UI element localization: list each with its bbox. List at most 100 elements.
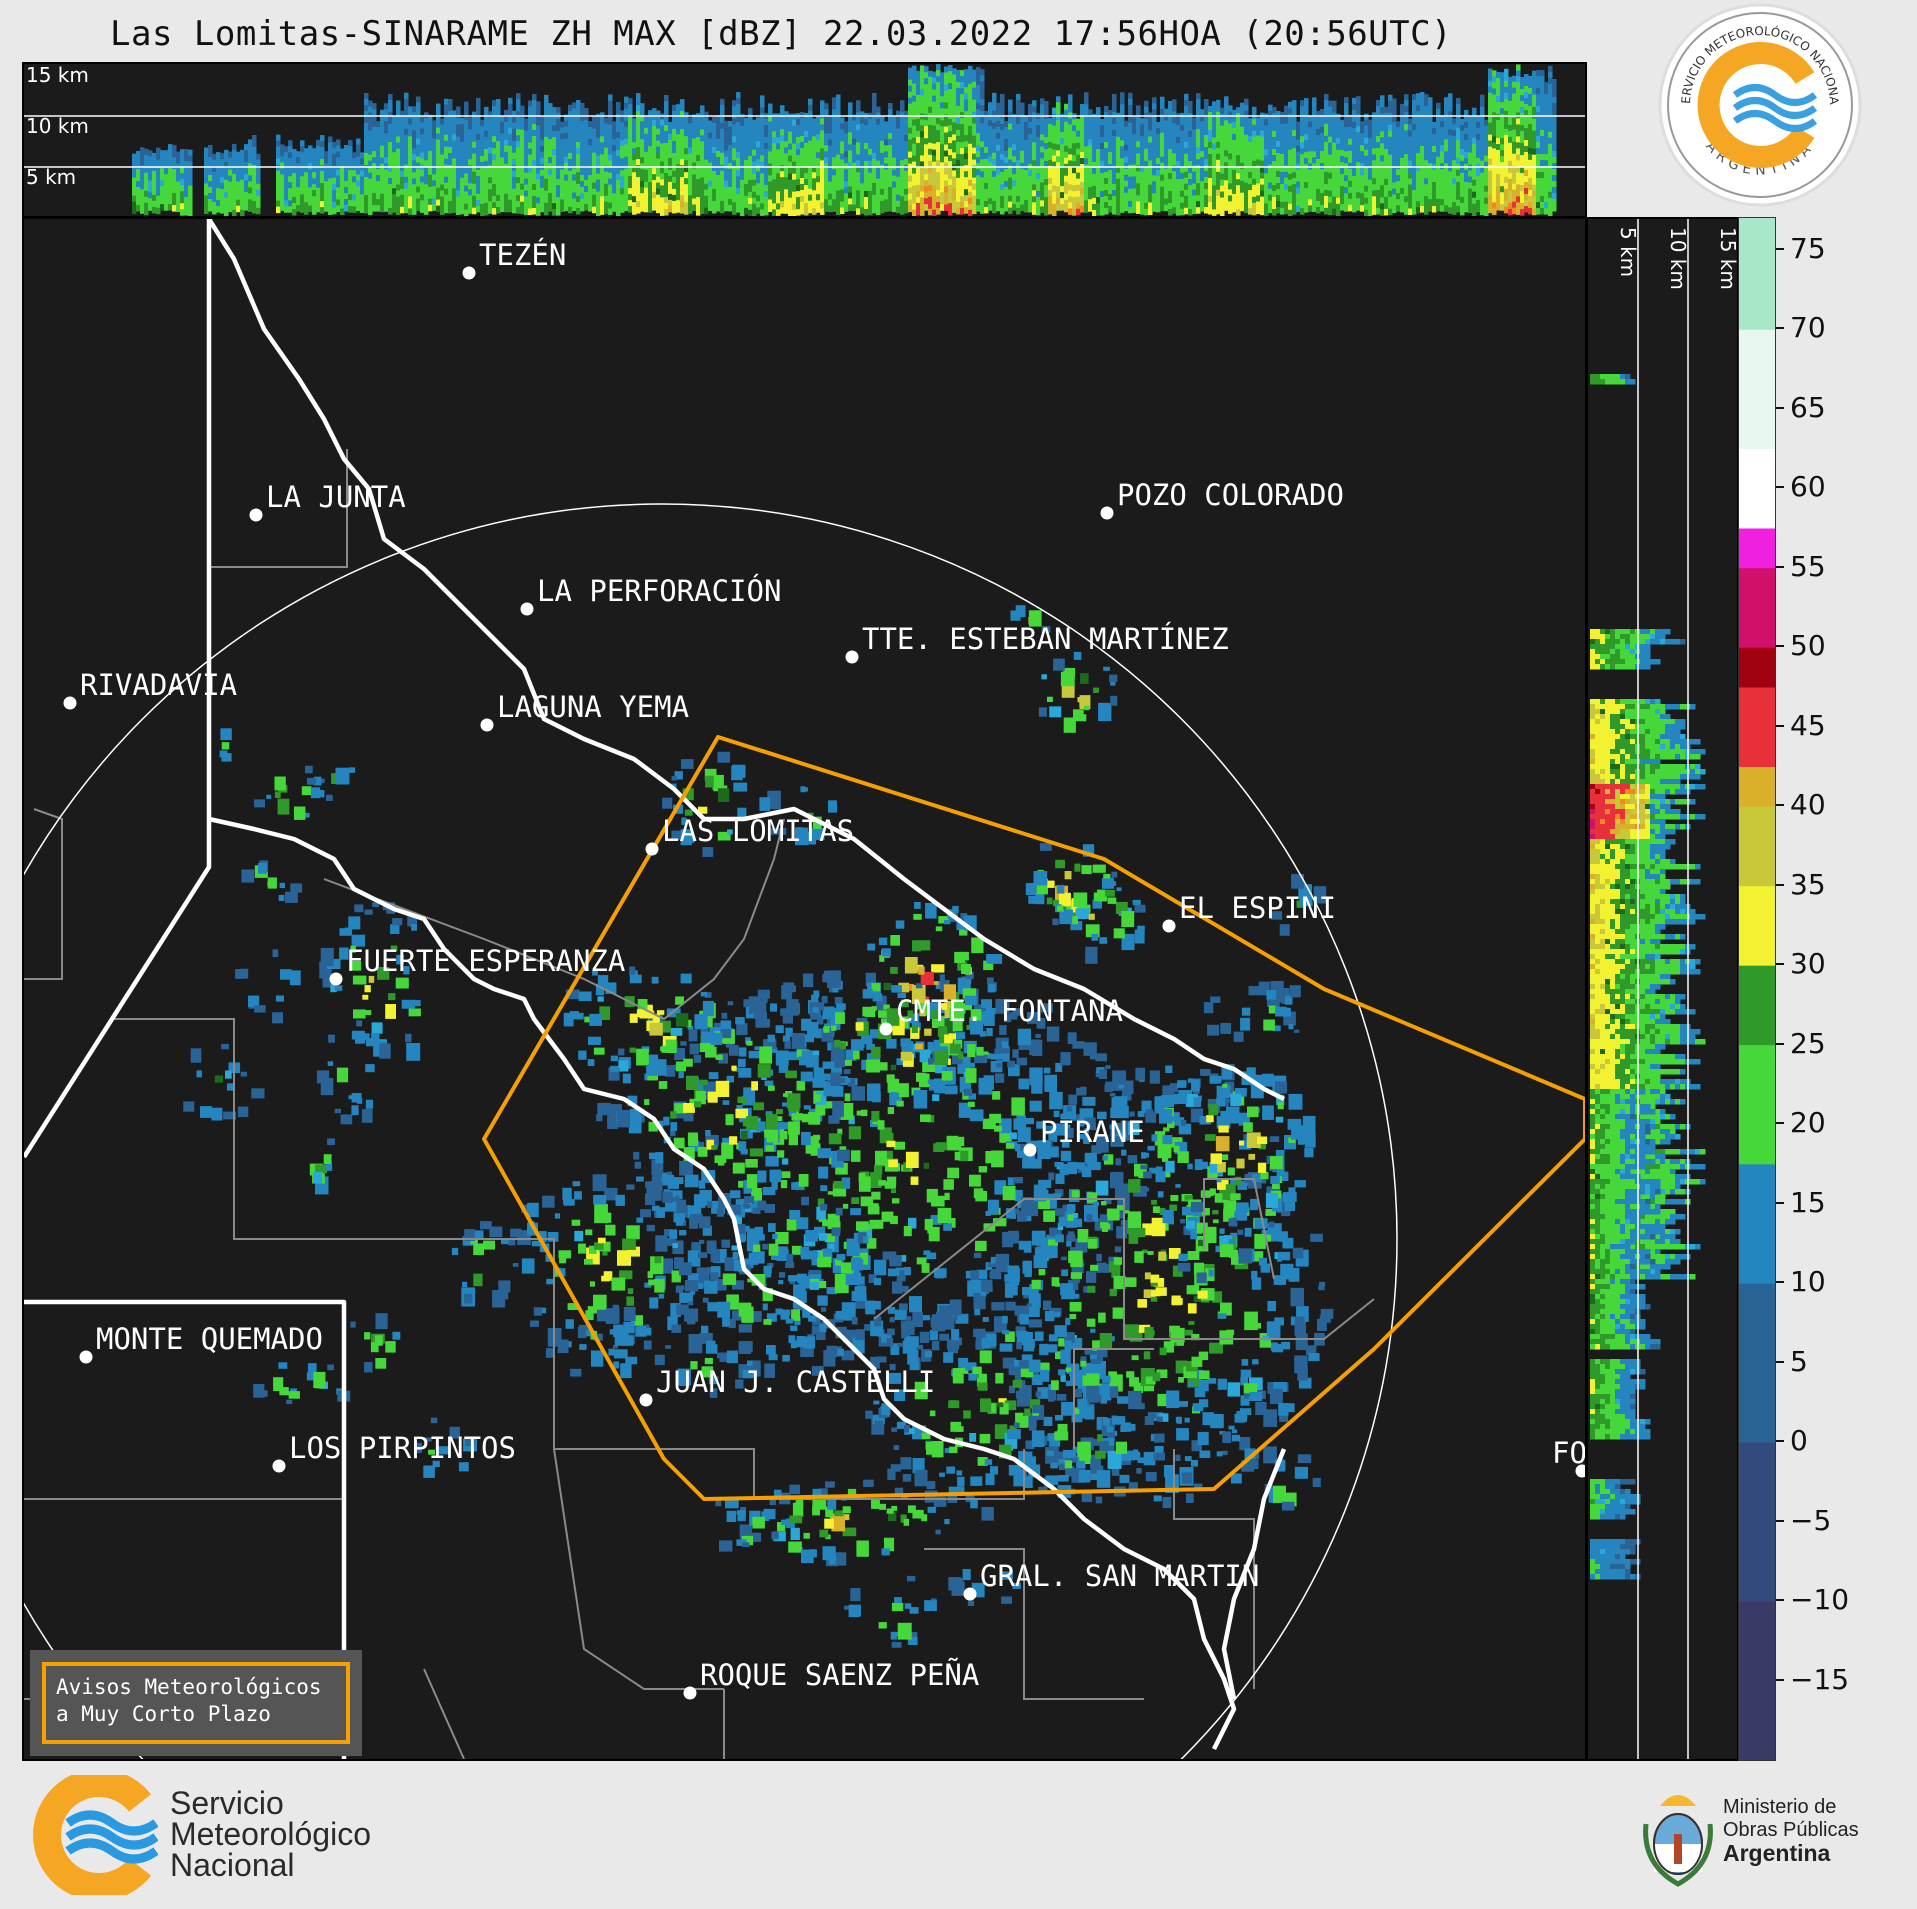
profile-pixel: [908, 109, 913, 117]
profile-pixel: [444, 98, 449, 106]
profile-pixel: [912, 113, 917, 121]
profile-pixel: [972, 147, 977, 155]
profile-pixel: [1304, 170, 1309, 177]
profile-pixel: [1284, 123, 1289, 131]
profile-pixel: [972, 189, 977, 197]
profile-pixel: [1096, 149, 1101, 156]
profile-pixel: [860, 147, 865, 154]
profile-pixel: [384, 121, 389, 128]
profile-pixel: [916, 118, 921, 126]
profile-pixel: [924, 192, 929, 199]
profile-pixel: [824, 175, 829, 182]
profile-pixel: [1064, 187, 1069, 195]
profile-pixel: [516, 159, 521, 166]
profile-pixel: [1276, 153, 1281, 160]
profile-pixel: [828, 187, 833, 195]
profile-pixel: [576, 130, 581, 137]
profile-pixel: [804, 203, 809, 210]
profile-pixel: [1044, 197, 1049, 204]
profile-pixel: [1168, 197, 1173, 204]
profile-pixel: [1136, 171, 1141, 178]
profile-pixel: [864, 149, 869, 156]
profile-pixel: [1224, 144, 1229, 151]
profile-pixel: [928, 82, 933, 90]
profile-pixel: [432, 204, 437, 211]
profile-pixel: [1004, 127, 1009, 134]
profile-pixel: [320, 147, 325, 154]
profile-pixel: [996, 150, 1001, 158]
profile-pixel: [464, 161, 469, 169]
profile-pixel: [828, 133, 833, 141]
profile-pixel: [568, 182, 573, 190]
profile-pixel: [1224, 108, 1229, 115]
profile-pixel: [1336, 185, 1341, 193]
profile-pixel: [900, 136, 905, 143]
profile-pixel: [728, 120, 733, 128]
profile-pixel: [504, 205, 509, 213]
profile-pixel: [204, 165, 209, 172]
profile-pixel: [1124, 150, 1129, 158]
profile-pixel: [532, 178, 537, 185]
profile-pixel: [1056, 102, 1061, 109]
profile-pixel: [456, 160, 461, 167]
profile-pixel: [840, 207, 845, 214]
profile-pixel: [860, 111, 865, 118]
profile-pixel: [1268, 206, 1273, 214]
profile-pixel: [948, 167, 953, 174]
profile-pixel: [976, 103, 981, 110]
profile-pixel: [1328, 190, 1333, 198]
profile-pixel: [820, 154, 825, 161]
profile-pixel: [504, 199, 509, 207]
profile-pixel: [688, 117, 693, 124]
profile-pixel: [772, 173, 777, 180]
profile-pixel: [1052, 143, 1057, 151]
profile-pixel: [324, 199, 329, 206]
profile-pixel: [892, 175, 897, 183]
profile-pixel: [800, 154, 805, 161]
profile-pixel: [1028, 109, 1033, 117]
profile-pixel: [704, 189, 709, 197]
profile-pixel: [1216, 165, 1221, 173]
profile-pixel: [1008, 135, 1013, 143]
profile-pixel: [536, 119, 541, 126]
profile-pixel: [1144, 118, 1149, 126]
profile-pixel: [1332, 208, 1337, 216]
profile-pixel: [1112, 154, 1117, 161]
profile-pixel: [960, 196, 965, 203]
profile-pixel: [652, 156, 657, 163]
profile-pixel: [476, 115, 481, 123]
profile-pixel: [728, 204, 733, 212]
profile-pixel: [840, 123, 845, 130]
profile-pixel: [424, 202, 429, 209]
profile-pixel: [1056, 168, 1061, 175]
profile-pixel: [680, 111, 685, 118]
profile-pixel: [1296, 133, 1301, 141]
profile-pixel: [208, 193, 213, 200]
profile-pixel: [768, 169, 773, 176]
profile-pixel: [1200, 175, 1205, 182]
profile-pixel: [992, 182, 997, 190]
profile-pixel: [460, 135, 465, 143]
profile-pixel: [924, 108, 929, 115]
profile-pixel: [556, 209, 561, 216]
profile-pixel: [920, 155, 925, 162]
profile-pixel: [768, 139, 773, 146]
profile-pixel: [1016, 195, 1021, 203]
profile-pixel: [916, 208, 921, 216]
profile-pixel: [524, 160, 529, 168]
profile-pixel: [984, 206, 989, 214]
profile-pixel: [912, 95, 917, 103]
profile-pixel: [480, 143, 485, 151]
profile-pixel: [636, 207, 641, 214]
profile-pixel: [1076, 148, 1081, 156]
profile-pixel: [1212, 101, 1217, 108]
profile-pixel: [888, 115, 893, 122]
profile-pixel: [668, 187, 673, 195]
profile-pixel: [1280, 160, 1285, 167]
profile-pixel: [356, 180, 361, 187]
profile-pixel: [492, 190, 497, 197]
profile-pixel: [1260, 142, 1265, 150]
profile-pixel: [1244, 140, 1249, 148]
profile-pixel: [800, 190, 805, 197]
profile-pixel: [1300, 142, 1305, 149]
